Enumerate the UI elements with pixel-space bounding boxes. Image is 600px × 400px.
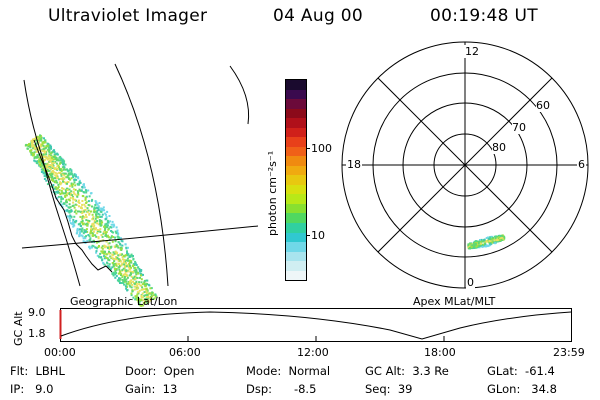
- mlt-label-18: 18: [346, 158, 362, 171]
- colorbar-stripe: [286, 261, 306, 271]
- colorbar-stripe: [286, 118, 306, 128]
- colorbar-stripe: [286, 251, 306, 262]
- colorbar-stripe: [286, 89, 306, 100]
- timeline-xtick-1: 06:00: [169, 346, 201, 359]
- colorbar-stripe: [286, 127, 306, 138]
- header-time: 00:19:48 UT: [430, 6, 538, 26]
- altitude-curve: [60, 311, 572, 340]
- timeline-xtick-4: 23:59: [553, 346, 585, 359]
- colorbar-stripe: [286, 165, 306, 176]
- lat-label-70: 70: [512, 121, 526, 134]
- colorbar-stripe: [286, 232, 306, 243]
- colorbar-tick-100: 100: [311, 142, 332, 155]
- colorbar-stripe: [286, 108, 306, 119]
- info-gain: Gain: 13: [125, 382, 178, 396]
- info-gc-alt: GC Alt: 3.3 Re: [365, 364, 449, 378]
- colorbar-stripe: [286, 146, 306, 157]
- colorbar-stripe: [286, 203, 306, 214]
- colorbar-stripe: [286, 99, 306, 109]
- colorbar-stripe: [286, 156, 306, 166]
- colorbar-stripe: [286, 184, 306, 195]
- timeline-ytick-low: 1.8: [28, 327, 46, 340]
- colorbar-stripe: [286, 175, 306, 185]
- info-mode: Mode: Normal: [246, 364, 331, 378]
- colorbar-stripe: [286, 137, 306, 147]
- info-filter: Flt: LBHL: [10, 364, 65, 378]
- timeline-ytick-high: 9.0: [28, 306, 46, 319]
- lat-label-80: 80: [492, 141, 506, 154]
- geographic-image: [21, 63, 259, 307]
- lon-line-3: [23, 79, 81, 287]
- mlt-label-6: 6: [577, 158, 586, 171]
- altitude-timeline: [59, 308, 572, 342]
- geographic-panel-label: Geographic Lat/Lon: [70, 295, 178, 308]
- aurora-emission-polar: [467, 234, 506, 250]
- colorbar-stripe: [286, 80, 306, 90]
- colorbar-stripe: [286, 194, 306, 204]
- colorbar-stripe: [286, 213, 306, 223]
- colorbar-tick-10: 10: [311, 229, 325, 242]
- info-ip: IP: 9.0: [10, 382, 54, 396]
- instrument-title: Ultraviolet Imager: [48, 6, 208, 26]
- mlt-label-12: 12: [464, 45, 480, 58]
- mlt-label-0: 0: [466, 276, 475, 289]
- aurora-emission-geographic: [24, 134, 158, 307]
- info-door: Door: Open: [125, 364, 195, 378]
- timeline-axis-label: GC Alt: [12, 311, 25, 346]
- timeline-xtick-2: 12:00: [297, 346, 329, 359]
- lon-line-2: [229, 65, 250, 125]
- info-glat: GLat: -61.4: [487, 364, 555, 378]
- timeline-xtick-3: 18:00: [424, 346, 456, 359]
- info-seq: Seq: 39: [365, 382, 413, 396]
- lat-label-60: 60: [536, 99, 550, 112]
- colorbar-stripe: [286, 270, 306, 281]
- header-date: 04 Aug 00: [273, 6, 363, 26]
- polar-panel-label: Apex MLat/MLT: [413, 295, 496, 308]
- timeline-xtick-0: 00:00: [44, 346, 76, 359]
- info-glon: GLon: 34.8: [487, 382, 557, 396]
- info-dsp: Dsp: -8.5: [246, 382, 317, 396]
- lon-line-1: [114, 63, 169, 287]
- colorbar-unit-label: photon cm⁻²s⁻¹: [266, 150, 279, 236]
- coastline: [33, 139, 113, 273]
- lat-line-1: [21, 225, 259, 249]
- colorbar-stripe: [286, 222, 306, 233]
- colorbar: [285, 79, 307, 281]
- polar-plot: [341, 41, 589, 289]
- colorbar-stripe: [286, 242, 306, 252]
